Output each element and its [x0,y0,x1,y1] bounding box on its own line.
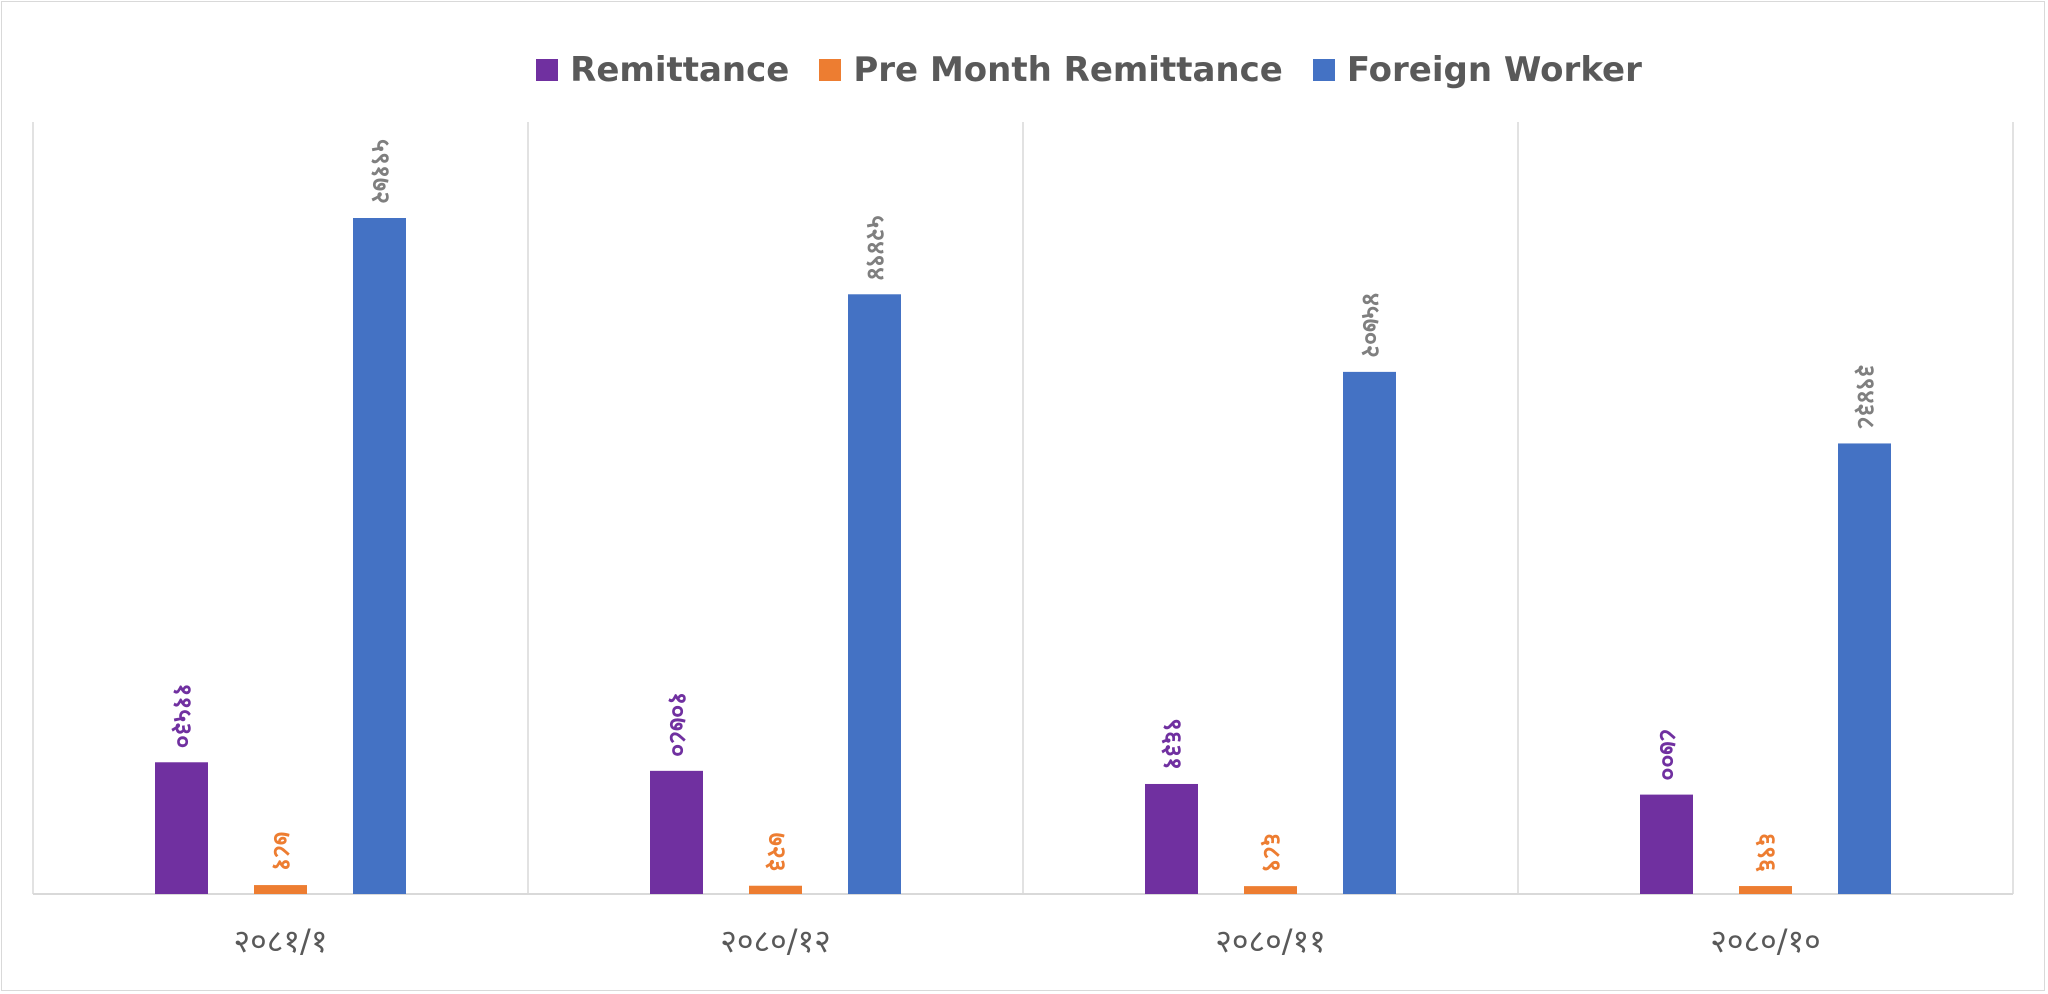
x-tick-label: २०८१/१ [234,922,328,960]
legend-swatch-remittance [536,59,559,81]
data-label: ६८९ [1258,833,1287,872]
data-label: ९६३१ [1159,718,1188,770]
data-label: ७२३ [763,833,792,872]
data-label: ३९४३८ [1852,364,1881,429]
data-label: ५२४९४ [862,215,891,280]
data-label: ४५७०२ [1357,293,1386,358]
legend-label-remittance: Remittance [570,50,790,90]
bar-pre-month-remittance [1244,886,1297,894]
bar-pre-month-remittance [749,885,802,894]
x-tick-label: २०८०/१२ [720,922,831,960]
legend-swatch-foreign-worker [1312,59,1335,81]
bar-remittance [1145,783,1198,894]
bar-foreign-worker [1838,443,1891,894]
legend-label-pre-month-remittance: Pre Month Remittance [853,50,1283,90]
bar-foreign-worker [1343,371,1396,894]
data-label: ७८१ [268,832,297,871]
legend: Remittance Pre Month Remittance Foreign … [0,50,2048,90]
legend-label-foreign-worker: Foreign Worker [1346,50,1642,90]
legend-item-remittance: Remittance [536,50,789,90]
bar-remittance [155,762,208,894]
data-label: ११५३० [169,683,198,748]
bar-pre-month-remittance [1739,886,1792,894]
x-tick-label: २०८०/१० [1710,922,1821,960]
data-label: ६९६ [1753,833,1782,872]
bar-remittance [650,770,703,894]
data-label: ८७०० [1654,729,1683,781]
bar-remittance [1640,794,1693,894]
bar-pre-month-remittance [254,885,307,894]
legend-swatch-pre-month-remittance [819,59,842,81]
legend-item-pre-month-remittance: Pre Month Remittance [819,50,1283,90]
bar-foreign-worker [353,218,406,894]
x-tick-label: २०८०/११ [1215,922,1326,960]
legend-item-foreign-worker: Foreign Worker [1312,50,1642,90]
data-label: ५९१७२ [367,139,396,204]
data-label: १०७८० [664,692,693,757]
bar-foreign-worker [848,294,901,894]
